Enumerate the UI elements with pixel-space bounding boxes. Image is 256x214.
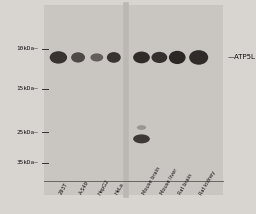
Ellipse shape	[107, 52, 121, 63]
Text: 15kDa—: 15kDa—	[17, 86, 38, 91]
Text: 35kDa—: 35kDa—	[17, 160, 38, 165]
Text: 25kDa—: 25kDa—	[17, 130, 38, 135]
Ellipse shape	[169, 51, 186, 64]
Text: A-S49: A-S49	[78, 180, 90, 196]
Ellipse shape	[133, 134, 150, 143]
Ellipse shape	[152, 52, 167, 63]
Ellipse shape	[133, 52, 150, 63]
Text: 10kDa—: 10kDa—	[17, 46, 38, 51]
Text: —ATP5L: —ATP5L	[227, 54, 255, 60]
Ellipse shape	[50, 51, 67, 64]
Ellipse shape	[137, 125, 146, 130]
Text: 293T: 293T	[58, 182, 69, 196]
Ellipse shape	[71, 52, 85, 62]
Ellipse shape	[90, 53, 103, 61]
Ellipse shape	[189, 50, 208, 65]
Text: Rat kidney: Rat kidney	[199, 170, 217, 196]
Bar	[44, 5, 223, 195]
Text: HeLa: HeLa	[114, 182, 125, 196]
Text: Mouse liver: Mouse liver	[159, 168, 178, 196]
Text: Mouse brain: Mouse brain	[142, 166, 162, 196]
Text: HepG2: HepG2	[97, 178, 110, 196]
Text: Rat brain: Rat brain	[177, 173, 193, 196]
